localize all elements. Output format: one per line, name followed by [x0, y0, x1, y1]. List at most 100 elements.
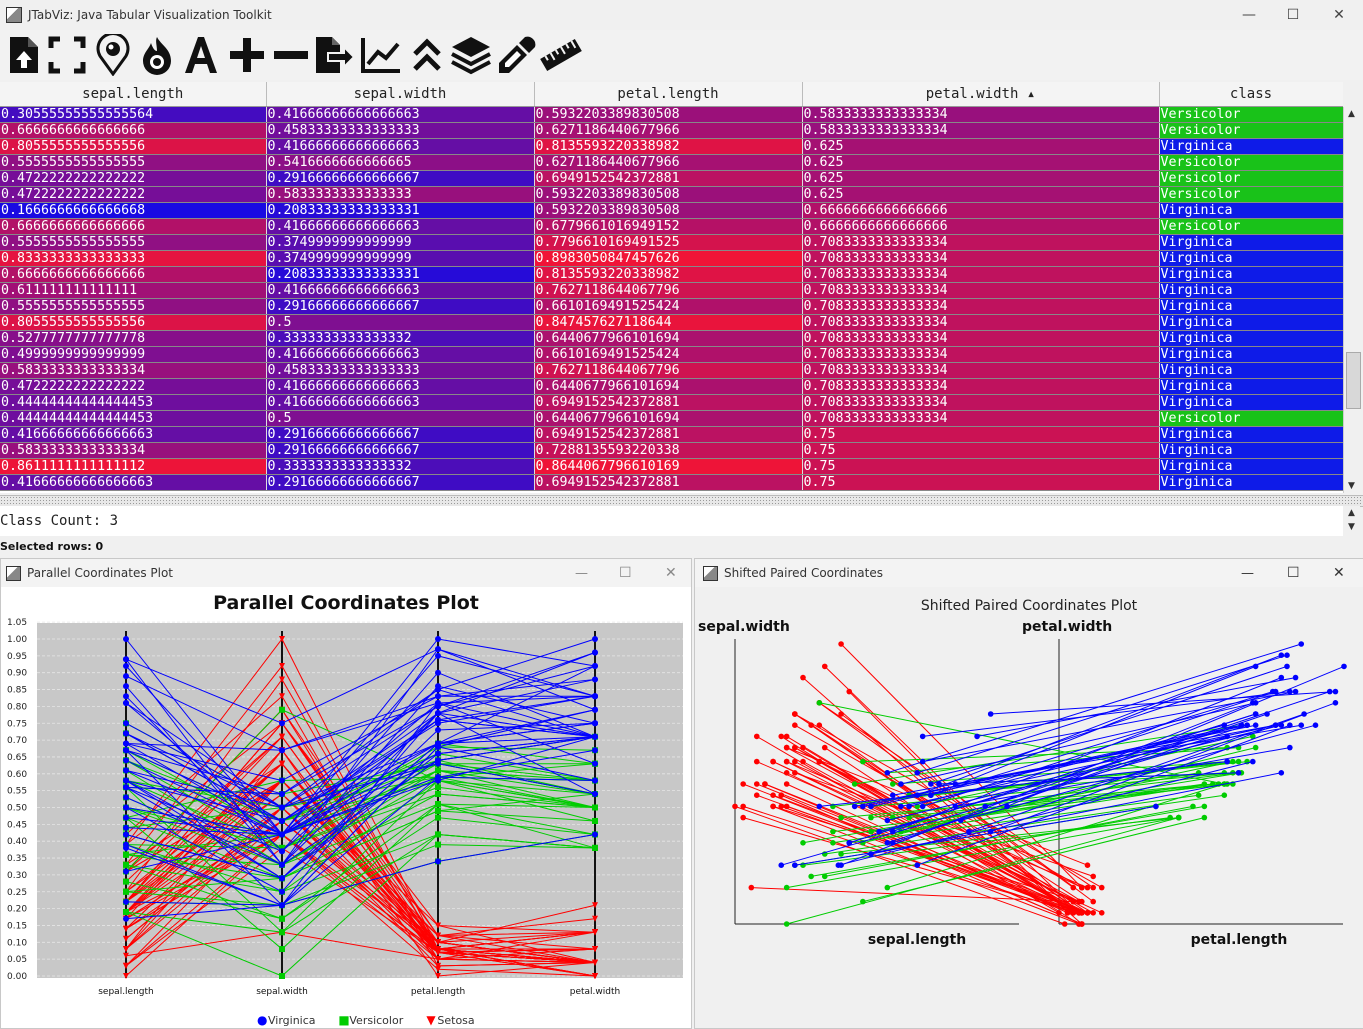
table-cell[interactable]: 0.3333333333333332 — [266, 458, 535, 475]
table-cell[interactable]: 0.7083333333333334 — [802, 282, 1160, 299]
table-cell[interactable]: 0.7083333333333334 — [802, 378, 1160, 395]
spc-close-button[interactable]: ✕ — [1333, 565, 1345, 581]
table-row[interactable]: 0.41666666666666663 0.29166666666666667 0.… — [0, 474, 1343, 491]
table-cell[interactable]: 0.5277777777777778 — [0, 330, 267, 347]
table-cell[interactable]: Virginica — [1159, 442, 1343, 459]
table-cell[interactable]: 0.45833333333333333 — [266, 362, 535, 379]
table-row[interactable]: 0.44444444444444453 0.41666666666666663 0.… — [0, 394, 1343, 411]
table-cell[interactable]: 0.6666666666666666 — [802, 218, 1160, 235]
table-row[interactable]: 0.4722222222222222 0.29166666666666667 0.6… — [0, 170, 1343, 187]
table-cell[interactable]: 0.6949152542372881 — [534, 170, 803, 187]
table-cell[interactable]: Virginica — [1159, 202, 1343, 219]
table-row[interactable]: 0.8611111111111112 0.3333333333333332 0.86… — [0, 458, 1343, 475]
table-row[interactable]: 0.1666666666666668 0.20833333333333331 0.5… — [0, 202, 1343, 219]
table-row[interactable]: 0.6666666666666666 0.41666666666666663 0.6… — [0, 218, 1343, 235]
table-cell[interactable]: 0.44444444444444453 — [0, 394, 267, 411]
table-cell[interactable]: 0.8055555555555556 — [0, 314, 267, 331]
table-cell[interactable]: 0.75 — [802, 426, 1160, 443]
table-row[interactable]: 0.611111111111111 0.41666666666666663 0.76… — [0, 282, 1343, 299]
table-cell[interactable]: 0.75 — [802, 458, 1160, 475]
table-cell[interactable]: Virginica — [1159, 298, 1343, 315]
table-cell[interactable]: 0.6271186440677966 — [534, 154, 803, 171]
table-row[interactable]: 0.4722222222222222 0.41666666666666663 0.6… — [0, 378, 1343, 395]
import-icon[interactable] — [2, 34, 44, 76]
table-cell[interactable]: 0.5555555555555555 — [0, 154, 267, 171]
table-row[interactable]: 0.8055555555555556 0.5 0.847457627118644 0.… — [0, 314, 1343, 331]
eyedropper-icon[interactable] — [496, 34, 538, 76]
table-cell[interactable]: 0.7083333333333334 — [802, 266, 1160, 283]
line-chart-icon[interactable] — [360, 34, 402, 76]
table-cell[interactable]: 0.5833333333333333 — [266, 186, 535, 203]
table-cell[interactable]: 0.4722222222222222 — [0, 170, 267, 187]
table-cell[interactable]: 0.7083333333333334 — [802, 410, 1160, 427]
table-row[interactable]: 0.5277777777777778 0.3333333333333332 0.64… — [0, 330, 1343, 347]
table-row[interactable]: 0.8055555555555556 0.41666666666666663 0.8… — [0, 138, 1343, 155]
table-row[interactable]: 0.5833333333333334 0.45833333333333333 0.7… — [0, 362, 1343, 379]
table-cell[interactable]: 0.4999999999999999 — [0, 346, 267, 363]
column-header[interactable]: class — [1159, 82, 1343, 107]
table-cell[interactable]: Virginica — [1159, 474, 1343, 491]
table-cell[interactable]: 0.8055555555555556 — [0, 138, 267, 155]
table-cell[interactable]: 0.1666666666666668 — [0, 202, 267, 219]
table-cell[interactable]: 0.29166666666666667 — [266, 442, 535, 459]
table-cell[interactable]: 0.20833333333333331 — [266, 202, 535, 219]
table-cell[interactable]: 0.4722222222222222 — [0, 186, 267, 203]
scroll-up-arrow[interactable]: ▲ — [1348, 109, 1355, 119]
table-cell[interactable]: 0.3749999999999999 — [266, 250, 535, 267]
table-cell[interactable]: 0.6949152542372881 — [534, 474, 803, 491]
table-cell[interactable]: Virginica — [1159, 458, 1343, 475]
pc-close-button[interactable]: ✕ — [665, 565, 677, 581]
table-cell[interactable]: Virginica — [1159, 346, 1343, 363]
table-row[interactable]: 0.4722222222222222 0.5833333333333333 0.59… — [0, 186, 1343, 203]
column-header[interactable]: petal.width ▴ — [802, 82, 1160, 107]
table-cell[interactable]: 0.8135593220338982 — [534, 138, 803, 155]
spc-maximize-button[interactable]: ☐ — [1287, 565, 1300, 581]
table-cell[interactable]: 0.6666666666666666 — [0, 218, 267, 235]
table-cell[interactable]: 0.41666666666666663 — [266, 394, 535, 411]
table-cell[interactable]: 0.611111111111111 — [0, 282, 267, 299]
table-cell[interactable]: 0.41666666666666663 — [266, 106, 535, 123]
table-row[interactable]: 0.5555555555555555 0.29166666666666667 0.6… — [0, 298, 1343, 315]
table-cell[interactable]: 0.6610169491525424 — [534, 346, 803, 363]
table-cell[interactable]: 0.6779661016949152 — [534, 218, 803, 235]
table-cell[interactable]: Versicolor — [1159, 154, 1343, 171]
table-cell[interactable]: 0.75 — [802, 442, 1160, 459]
table-cell[interactable]: 0.8644067796610169 — [534, 458, 803, 475]
table-cell[interactable]: 0.75 — [802, 474, 1160, 491]
table-cell[interactable]: 0.6949152542372881 — [534, 394, 803, 411]
table-cell[interactable]: 0.625 — [802, 154, 1160, 171]
table-cell[interactable]: Virginica — [1159, 282, 1343, 299]
fit-screen-icon[interactable] — [46, 34, 88, 76]
table-cell[interactable]: Versicolor — [1159, 186, 1343, 203]
table-cell[interactable]: 0.6440677966101694 — [534, 410, 803, 427]
table-cell[interactable]: 0.5833333333333334 — [802, 122, 1160, 139]
table-cell[interactable]: 0.7796610169491525 — [534, 234, 803, 251]
scroll-down-arrow[interactable]: ▼ — [1348, 481, 1355, 491]
class-count-scroll[interactable]: ▲ ▼ — [1343, 506, 1360, 536]
table-cell[interactable]: 0.6610169491525424 — [534, 298, 803, 315]
table-row[interactable]: 0.6666666666666666 0.20833333333333331 0.8… — [0, 266, 1343, 283]
chevrons-up-icon[interactable] — [406, 34, 448, 76]
table-cell[interactable]: 0.7083333333333334 — [802, 394, 1160, 411]
table-cell[interactable]: 0.5416666666666665 — [266, 154, 535, 171]
pc-minimize-button[interactable]: — — [575, 565, 588, 581]
table-cell[interactable]: 0.5833333333333334 — [0, 362, 267, 379]
table-cell[interactable]: 0.847457627118644 — [534, 314, 803, 331]
table-cell[interactable]: 0.41666666666666663 — [266, 218, 535, 235]
table-cell[interactable]: 0.29166666666666667 — [266, 298, 535, 315]
table-cell[interactable]: 0.41666666666666663 — [266, 138, 535, 155]
table-cell[interactable]: 0.45833333333333333 — [266, 122, 535, 139]
table-cell[interactable]: 0.8611111111111112 — [0, 458, 267, 475]
table-cell[interactable]: Virginica — [1159, 314, 1343, 331]
table-cell[interactable]: Virginica — [1159, 394, 1343, 411]
table-row[interactable]: 0.6666666666666666 0.45833333333333333 0.6… — [0, 122, 1343, 139]
table-cell[interactable]: 0.625 — [802, 138, 1160, 155]
table-row[interactable]: 0.5555555555555555 0.3749999999999999 0.77… — [0, 234, 1343, 251]
table-scrollbar[interactable]: ▲ ▼ — [1343, 107, 1361, 493]
table-row[interactable]: 0.4999999999999999 0.41666666666666663 0.6… — [0, 346, 1343, 363]
table-cell[interactable]: 0.6440677966101694 — [534, 378, 803, 395]
table-cell[interactable]: 0.625 — [802, 170, 1160, 187]
spc-minimize-button[interactable]: — — [1241, 565, 1254, 581]
table-cell[interactable]: Virginica — [1159, 234, 1343, 251]
table-cell[interactable]: 0.7083333333333334 — [802, 314, 1160, 331]
